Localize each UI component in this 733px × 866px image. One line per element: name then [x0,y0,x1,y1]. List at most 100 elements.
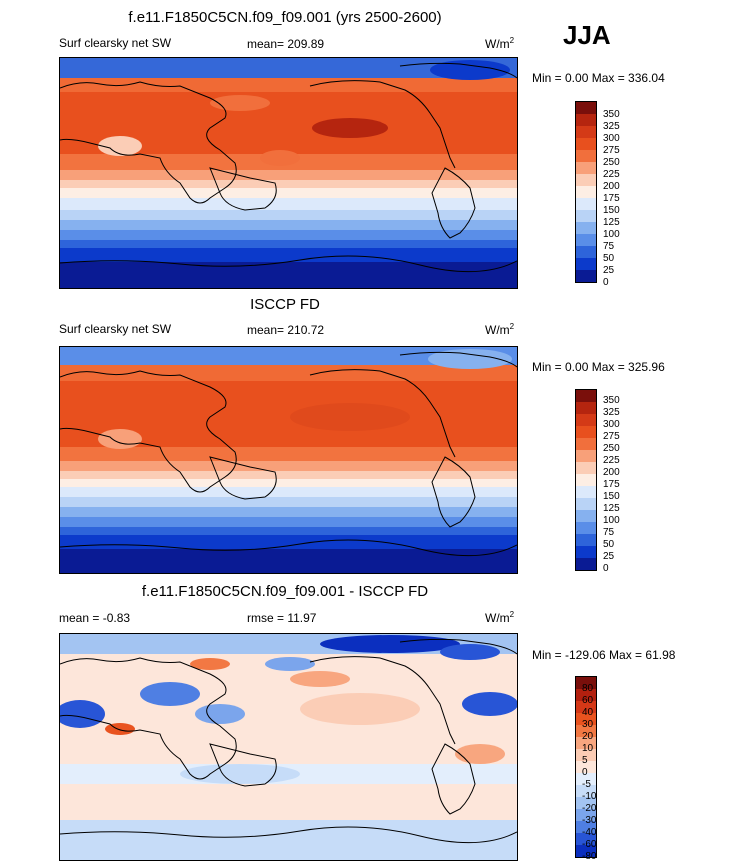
panel-1-swatch [576,162,596,174]
panel-1-swatch [576,234,596,246]
season-label: JJA [563,20,611,50]
panel-3-level-label: -30 [582,815,597,826]
panel-3-level-label: 30 [582,719,594,730]
panel-1-swatch [576,198,596,210]
panel-2-swatch [576,510,596,522]
panel-2-level-label: 350 [603,395,620,406]
panel-1-swatch [576,270,596,282]
panel-2-level-label: 150 [603,491,620,502]
panel-2-level-label: 75 [603,527,615,538]
panel-3-map [59,633,518,861]
panel-3-level-label: -40 [582,827,597,838]
panel-2-swatch [576,402,596,414]
panel-1-level-label: 225 [603,169,620,180]
panel-3-swatch [576,677,596,689]
panel-1-level-label: 325 [603,121,620,132]
panel-3-units: W/m2 [485,610,515,625]
panel-2-swatch [576,390,596,402]
panel-3-swatch [576,761,596,773]
panel-1-mean: mean= 209.89 [247,37,325,51]
panel-3-level-label: 5 [582,755,588,766]
panel-2-minmax: Min = 0.00 Max = 325.96 [532,360,665,374]
panel-3-level-label: -80 [582,851,597,862]
panel-3-swatch [576,797,596,809]
panel-3-swatch [576,821,596,833]
panel-1-level-label: 175 [603,193,620,204]
panel-2-swatch [576,462,596,474]
panel-1-level-label: 0 [603,277,609,288]
panel-2-level-label: 50 [603,539,615,550]
panel-3-level-label: -10 [582,791,597,802]
panel-3-swatch [576,785,596,797]
panel-2-level-label: 0 [603,563,609,574]
panel-3-rmse: rmse = 11.97 [247,611,317,625]
panel-1-variable: Surf clearsky net SW [59,36,172,50]
panel-2-swatch [576,522,596,534]
panel-3-level-label: -60 [582,839,597,850]
panel-3-mean: mean = -0.83 [59,611,131,625]
panel-1-swatch [576,174,596,186]
panel-2-swatch [576,498,596,510]
panel-2-swatch [576,474,596,486]
panel-1-swatch [576,150,596,162]
panel-2-swatch [576,414,596,426]
panel-2-mean: mean= 210.72 [247,323,325,337]
panel-3-swatch [576,725,596,737]
panel-1-level-label: 275 [603,145,620,156]
panel-1-swatch [576,138,596,150]
panel-1-level-label: 150 [603,205,620,216]
panel-1-units: W/m2 [485,36,515,51]
panel-2-colorbar [575,389,597,571]
panel-3-level-label: 80 [582,683,594,694]
panel-1-colorbar [575,101,597,283]
panel-3-level-label: -5 [582,779,591,790]
panel-2-map [59,346,518,574]
panel-1-swatch [576,246,596,258]
panel-1-level-label: 25 [603,265,615,276]
panel-3-level-label: 0 [582,767,588,778]
panel-3-swatch [576,773,596,785]
panel-1-level-label: 200 [603,181,620,192]
panel-2-level-label: 100 [603,515,620,526]
panel-1-level-label: 300 [603,133,620,144]
panel-1-swatch [576,186,596,198]
panel-3-swatch [576,713,596,725]
panel-3-level-label: 40 [582,707,594,718]
panel-1-swatch [576,102,596,114]
panel-1-swatch [576,258,596,270]
panel-2-level-label: 125 [603,503,620,514]
panel-2-level-label: 250 [603,443,620,454]
panel-2-level-label: 275 [603,431,620,442]
panel-3-swatch [576,809,596,821]
panel-1-minmax: Min = 0.00 Max = 336.04 [532,71,665,85]
panel-1-map [59,57,518,289]
panel-1-level-label: 125 [603,217,620,228]
panel-2-level-label: 300 [603,419,620,430]
panel-3-swatch [576,845,596,857]
panel-2-swatch [576,426,596,438]
panel-3-swatch [576,701,596,713]
panel-3-swatch [576,833,596,845]
panel-2-swatch [576,546,596,558]
panel-2-swatch [576,450,596,462]
panel-1-swatch [576,222,596,234]
panel-2-level-label: 175 [603,479,620,490]
panel-3-swatch [576,749,596,761]
panel-3-colorbar [575,676,597,858]
panel-1-level-label: 50 [603,253,615,264]
panel-3-swatch [576,737,596,749]
panel-3-level-label: 20 [582,731,594,742]
panel-1-swatch [576,114,596,126]
panel-3-swatch [576,689,596,701]
panel-1-title: f.e11.F1850C5CN.f09_f09.001 (yrs 2500-26… [128,9,442,26]
panel-2-swatch [576,438,596,450]
panel-1-swatch [576,210,596,222]
panel-2-level-label: 25 [603,551,615,562]
panel-2-level-label: 200 [603,467,620,478]
panel-1-swatch [576,126,596,138]
panel-1-level-label: 75 [603,241,615,252]
panel-2-title: ISCCP FD [250,296,320,313]
panel-3-level-label: 10 [582,743,594,754]
panel-2-variable: Surf clearsky net SW [59,322,172,336]
panel-1-level-label: 250 [603,157,620,168]
